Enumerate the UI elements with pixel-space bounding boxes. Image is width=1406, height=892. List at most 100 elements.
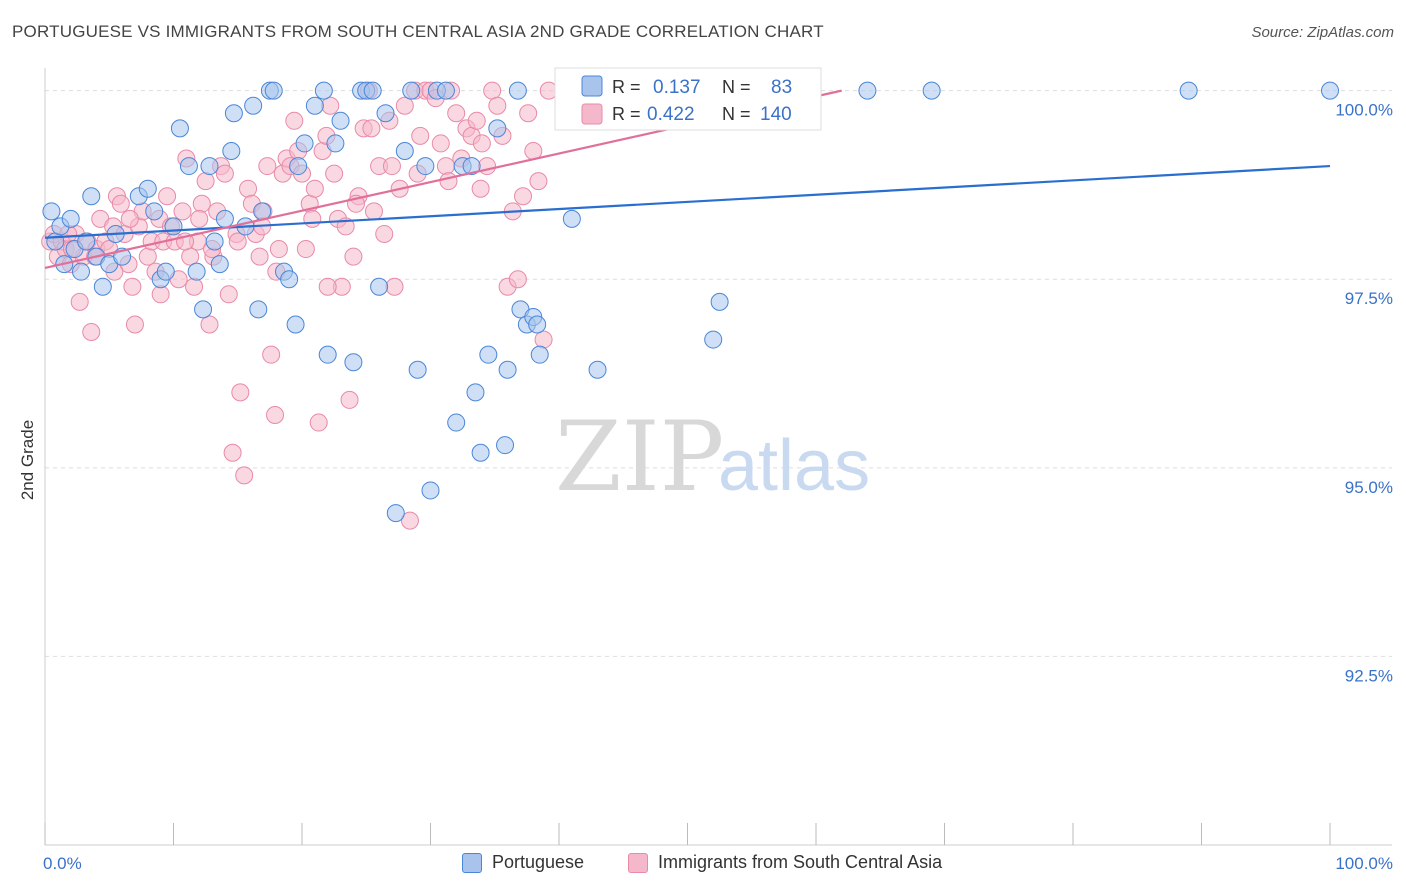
point-immigrants	[344, 247, 363, 266]
point-portuguese	[77, 232, 96, 251]
point-immigrants	[70, 292, 89, 311]
point-immigrants	[231, 383, 250, 402]
point-immigrants	[120, 209, 139, 228]
point-portuguese	[289, 157, 308, 176]
point-immigrants	[447, 104, 466, 123]
point-immigrants	[318, 277, 337, 296]
point-portuguese	[386, 504, 405, 523]
point-immigrants	[219, 285, 238, 304]
point-portuguese	[170, 119, 189, 138]
point-portuguese	[305, 96, 324, 115]
point-immigrants	[185, 277, 204, 296]
point-immigrants	[215, 164, 234, 183]
point-immigrants	[534, 330, 553, 349]
legend-label-immigrants: Immigrants from South Central Asia	[658, 852, 943, 872]
point-portuguese	[179, 157, 198, 176]
point-immigrants	[483, 81, 502, 100]
point-portuguese	[200, 157, 219, 176]
point-immigrants	[269, 240, 288, 259]
point-immigrants	[382, 157, 401, 176]
x-tick-label: 100.0%	[1335, 854, 1393, 873]
grid-layer	[45, 90, 1392, 657]
watermark-atlas: atlas	[718, 426, 870, 506]
point-portuguese	[462, 157, 481, 176]
stats-legend-r-value: 0.137	[653, 77, 701, 98]
watermark: ZIP atlas	[555, 401, 870, 513]
point-immigrants	[309, 413, 328, 432]
point-immigrants	[235, 466, 254, 485]
y-tick-label: 95.0%	[1345, 478, 1393, 497]
stats-legend-r-label: R =	[612, 104, 641, 124]
point-immigrants	[488, 96, 507, 115]
point-immigrants	[285, 111, 304, 130]
point-immigrants	[266, 406, 285, 425]
source-label: Source: ZipAtlas.com	[1251, 24, 1394, 41]
point-immigrants	[192, 194, 211, 213]
point-portuguese	[222, 141, 241, 160]
point-portuguese	[61, 209, 80, 228]
axis-layer: 100.0% 97.5% 95.0% 92.5% 0.0% 100.0%	[43, 68, 1393, 873]
point-immigrants	[395, 96, 414, 115]
point-immigrants	[123, 277, 142, 296]
point-immigrants	[439, 172, 458, 191]
point-portuguese	[314, 81, 333, 100]
y-tick-label: 92.5%	[1345, 666, 1393, 685]
point-immigrants	[138, 247, 157, 266]
point-portuguese	[562, 209, 581, 228]
watermark-zip: ZIP	[555, 401, 724, 513]
point-immigrants	[125, 315, 144, 334]
point-immigrants	[467, 111, 486, 130]
point-portuguese	[194, 300, 213, 319]
point-immigrants	[508, 270, 527, 289]
point-portuguese	[164, 217, 183, 236]
point-portuguese	[710, 292, 729, 311]
point-immigrants	[158, 187, 177, 206]
point-portuguese	[264, 81, 283, 100]
point-portuguese	[215, 209, 234, 228]
point-portuguese	[363, 81, 382, 100]
point-portuguese	[922, 81, 941, 100]
point-portuguese	[1179, 81, 1198, 100]
point-immigrants	[471, 179, 490, 198]
point-portuguese	[249, 300, 268, 319]
legend-swatch-portuguese	[462, 852, 482, 873]
legend-item-immigrants[interactable]: Immigrants from South Central Asia	[628, 852, 942, 873]
x-tick-label: 0.0%	[43, 854, 82, 873]
point-immigrants	[296, 240, 315, 259]
point-portuguese	[205, 232, 224, 251]
point-immigrants	[364, 202, 383, 221]
point-portuguese	[331, 111, 350, 130]
point-portuguese	[244, 96, 263, 115]
y-tick-label: 97.5%	[1345, 289, 1393, 308]
point-immigrants	[529, 172, 548, 191]
point-immigrants	[362, 119, 381, 138]
point-immigrants	[514, 187, 533, 206]
stats-legend-swatch-immigrants	[581, 103, 603, 125]
point-portuguese	[421, 481, 440, 500]
point-portuguese	[436, 81, 455, 100]
stats-legend-r-value: 0.422	[647, 104, 695, 125]
point-portuguese	[508, 81, 527, 100]
point-immigrants	[411, 126, 430, 145]
point-portuguese	[46, 232, 65, 251]
stats-legend-r-label: R =	[612, 77, 641, 97]
point-immigrants	[223, 443, 242, 462]
point-immigrants	[321, 96, 340, 115]
point-portuguese	[416, 157, 435, 176]
legend-label-portuguese: Portuguese	[492, 852, 585, 872]
point-portuguese	[496, 436, 515, 455]
point-portuguese	[156, 262, 175, 281]
point-portuguese	[295, 134, 314, 153]
point-portuguese	[210, 255, 229, 274]
point-portuguese	[286, 315, 305, 334]
point-portuguese	[1321, 81, 1339, 100]
point-immigrants	[262, 345, 281, 364]
point-portuguese	[318, 345, 337, 364]
point-immigrants	[250, 247, 269, 266]
point-portuguese	[370, 277, 389, 296]
point-immigrants	[519, 104, 538, 123]
legend-item-portuguese[interactable]: Portuguese	[462, 852, 584, 873]
point-portuguese	[588, 360, 607, 379]
point-immigrants	[173, 202, 192, 221]
